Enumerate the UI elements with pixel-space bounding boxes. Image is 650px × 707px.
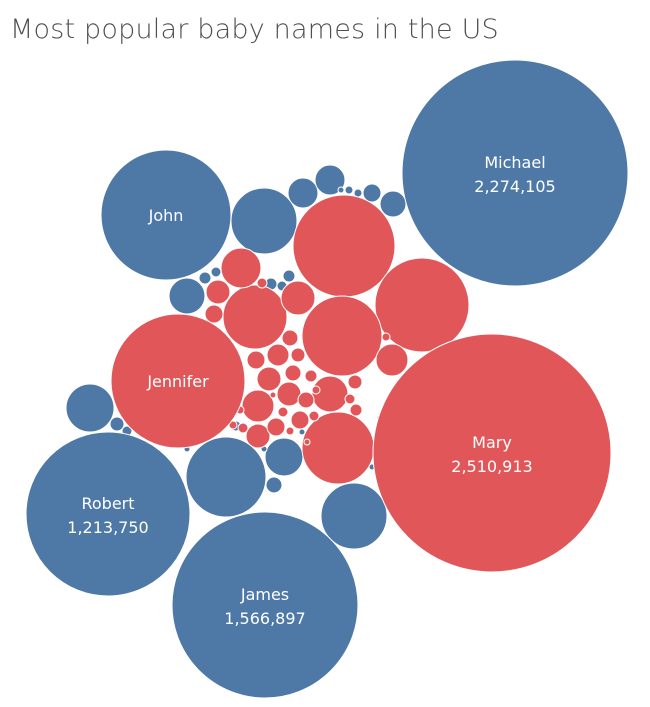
- name-bubble-boy[interactable]: [314, 164, 346, 196]
- name-bubble-boy[interactable]: [362, 183, 382, 203]
- name-bubble-girl[interactable]: [222, 284, 288, 350]
- name-bubble-girl[interactable]: [292, 194, 396, 298]
- name-bubble-boy[interactable]: [185, 436, 267, 518]
- name-bubble-girl[interactable]: [245, 423, 271, 449]
- bubble-michael[interactable]: [401, 59, 629, 287]
- name-bubble-boy[interactable]: [109, 416, 125, 432]
- bubble-label-michael: Michael: [484, 153, 545, 172]
- bubble-label-james: James: [240, 585, 289, 604]
- name-bubble-girl[interactable]: [281, 329, 299, 347]
- name-bubble-boy[interactable]: [210, 266, 222, 278]
- name-bubble-boy[interactable]: [168, 277, 206, 315]
- name-bubble-girl[interactable]: [349, 403, 363, 417]
- name-bubble-girl[interactable]: [303, 438, 311, 446]
- name-bubble-boy[interactable]: [264, 437, 304, 477]
- bubble-label-jennifer: Jennifer: [146, 372, 209, 391]
- bubble-robert[interactable]: [25, 431, 191, 597]
- bubble-value-michael: 2,274,105: [474, 177, 555, 196]
- name-bubble-boy[interactable]: [282, 269, 296, 283]
- name-bubble-girl[interactable]: [290, 347, 306, 363]
- name-bubble-girl[interactable]: [246, 350, 266, 370]
- name-bubble-boy[interactable]: [198, 271, 212, 285]
- name-bubble-boy[interactable]: [337, 186, 345, 194]
- name-bubble-girl[interactable]: [285, 426, 295, 436]
- name-bubble-girl[interactable]: [381, 332, 391, 342]
- bubble-label-mary: Mary: [472, 433, 512, 452]
- name-bubble-girl[interactable]: [297, 391, 315, 409]
- name-bubble-boy[interactable]: [287, 177, 319, 209]
- name-bubble-girl[interactable]: [256, 366, 282, 392]
- name-bubble-girl[interactable]: [266, 417, 286, 437]
- name-bubble-girl[interactable]: [266, 343, 290, 367]
- bubble-value-mary: 2,510,913: [451, 457, 532, 476]
- name-bubble-girl[interactable]: [375, 343, 409, 377]
- name-bubble-boy[interactable]: [298, 428, 306, 436]
- bubble-john[interactable]: [100, 149, 232, 281]
- name-bubble-girl[interactable]: [311, 385, 321, 395]
- chart-title: Most popular baby names in the US: [10, 14, 499, 45]
- name-bubble-boy[interactable]: [230, 187, 298, 255]
- name-bubble-girl[interactable]: [280, 280, 316, 316]
- bubble-value-james: 1,566,897: [224, 609, 305, 628]
- name-bubble-girl[interactable]: [269, 391, 277, 399]
- name-bubble-boy[interactable]: [65, 383, 115, 433]
- bubble-james[interactable]: [171, 511, 359, 699]
- name-bubble-girl[interactable]: [204, 304, 224, 324]
- name-bubble-girl[interactable]: [301, 295, 383, 377]
- name-bubble-girl[interactable]: [256, 277, 268, 289]
- name-bubble-girl[interactable]: [220, 247, 262, 289]
- bubble-value-robert: 1,213,750: [67, 518, 148, 537]
- name-bubble-girl[interactable]: [277, 406, 289, 418]
- name-bubble-boy[interactable]: [320, 482, 388, 550]
- name-bubble-boy[interactable]: [265, 476, 283, 494]
- name-bubble-girl[interactable]: [344, 393, 356, 405]
- name-bubble-girl[interactable]: [308, 410, 320, 422]
- name-bubble-girl[interactable]: [241, 389, 275, 423]
- bubble-jennifer[interactable]: [110, 313, 246, 449]
- name-bubble-girl[interactable]: [284, 364, 302, 382]
- name-bubble-girl[interactable]: [276, 381, 302, 407]
- name-bubble-girl[interactable]: [205, 279, 231, 305]
- name-bubble-boy[interactable]: [379, 190, 407, 218]
- name-bubble-girl[interactable]: [301, 411, 375, 485]
- name-bubble-girl[interactable]: [237, 422, 249, 434]
- name-bubble-girl[interactable]: [347, 374, 363, 390]
- name-bubble-girl[interactable]: [290, 410, 310, 430]
- bubble-label-robert: Robert: [81, 494, 134, 513]
- bubble-mary[interactable]: [372, 333, 612, 573]
- name-bubble-girl[interactable]: [374, 257, 470, 353]
- bubble-label-john: John: [148, 206, 184, 225]
- name-bubble-girl[interactable]: [304, 369, 318, 383]
- name-bubble-boy[interactable]: [344, 185, 354, 195]
